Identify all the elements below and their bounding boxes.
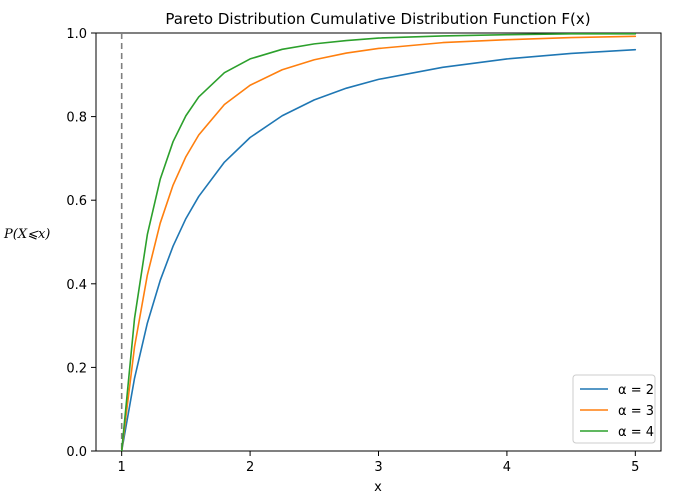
y-tick-label: 0.4: [66, 278, 87, 293]
series-line-alpha-2: [120, 48, 637, 452]
y-axis-label: P(X⩽x): [3, 227, 50, 242]
legend: α = 2 α = 3 α = 4: [572, 374, 656, 444]
x-tick-label: 2: [246, 460, 254, 475]
series-group: [120, 33, 637, 452]
y-axis-ticks: 0.0 0.2 0.4 0.6 0.8 1.0: [66, 27, 96, 460]
x-tick-label: 4: [503, 460, 511, 475]
y-tick-label: 0.0: [66, 445, 87, 460]
legend-label-alpha-2: α = 2: [618, 383, 654, 398]
x-tick-label: 5: [631, 460, 639, 475]
series-line-alpha-3: [120, 35, 637, 452]
x-axis-label: x: [374, 480, 382, 495]
y-tick-label: 0.8: [66, 111, 87, 126]
x-axis-ticks: 1 2 3 4 5: [118, 451, 639, 475]
x-tick-label: 3: [374, 460, 382, 475]
y-tick-label: 0.2: [66, 361, 87, 376]
y-tick-label: 1.0: [66, 27, 87, 42]
legend-label-alpha-4: α = 4: [618, 425, 654, 440]
legend-label-alpha-3: α = 3: [618, 404, 654, 419]
legend-box: [572, 374, 656, 444]
y-tick-label: 0.6: [66, 194, 87, 209]
series-line-alpha-4: [120, 33, 637, 452]
x-tick-label: 1: [118, 460, 126, 475]
chart-title: Pareto Distribution Cumulative Distribut…: [165, 10, 590, 28]
